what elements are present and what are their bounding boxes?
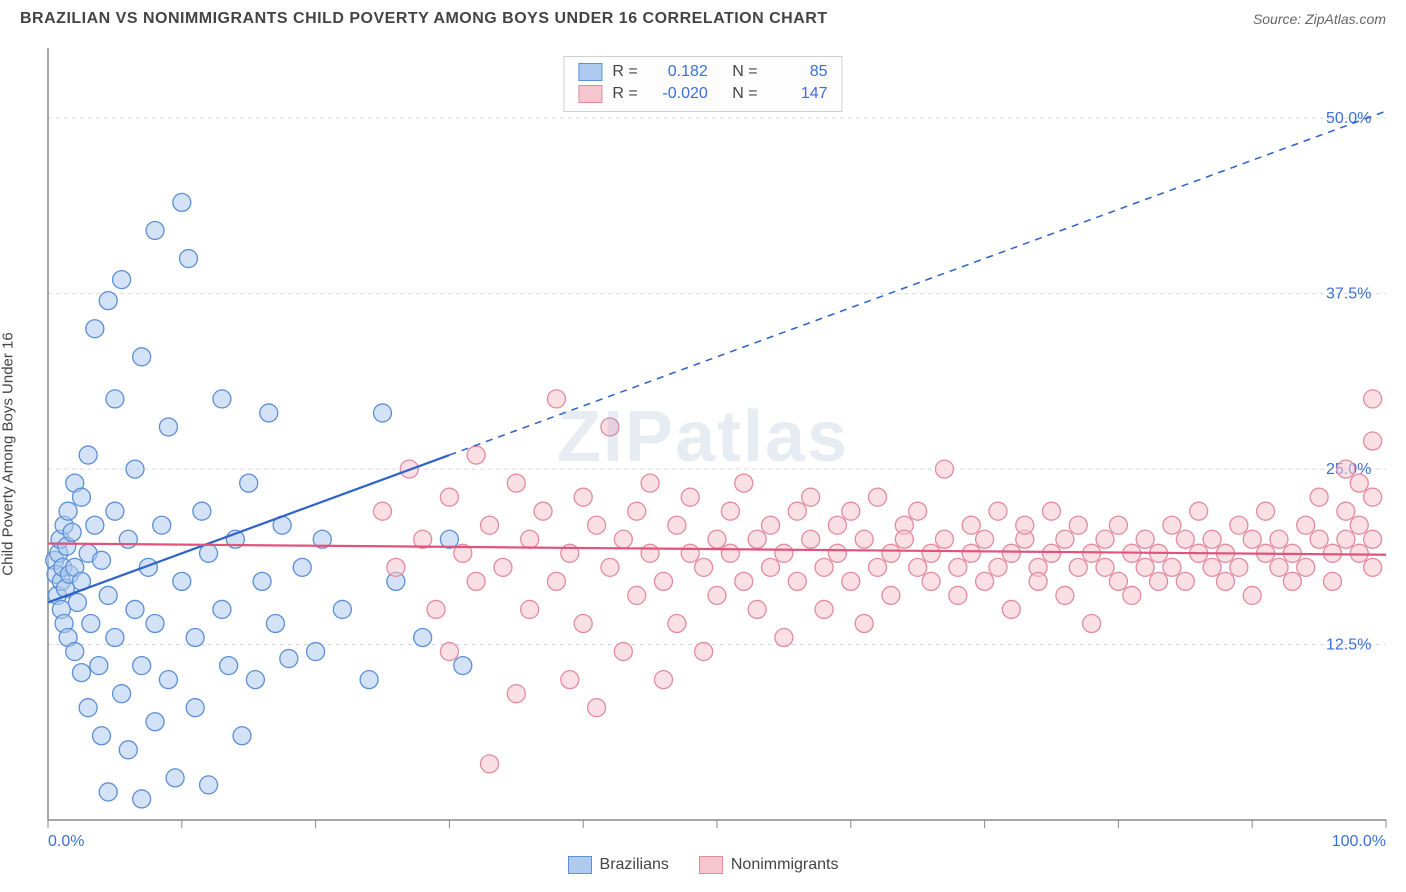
stats-legend-row-1: R = -0.020 N = 147: [578, 83, 827, 105]
svg-text:12.5%: 12.5%: [1326, 637, 1371, 654]
svg-text:100.0%: 100.0%: [1332, 833, 1386, 850]
stats-legend-row-0: R = 0.182 N = 85: [578, 61, 827, 83]
chart-title: BRAZILIAN VS NONIMMIGRANTS CHILD POVERTY…: [20, 10, 828, 28]
svg-text:0.0%: 0.0%: [48, 833, 84, 850]
svg-text:37.5%: 37.5%: [1326, 286, 1371, 303]
series-label-1: Nonimmigrants: [731, 856, 839, 873]
r-label: R =: [612, 83, 637, 105]
r-label: R =: [612, 61, 637, 83]
r-value-0: 0.182: [648, 61, 708, 83]
series-label-0: Brazilians: [600, 856, 669, 873]
chart-header: BRAZILIAN VS NONIMMIGRANTS CHILD POVERTY…: [0, 0, 1406, 28]
series-swatch-1: [699, 856, 723, 874]
series-swatch-0: [568, 856, 592, 874]
n-value-0: 85: [768, 61, 828, 83]
n-label: N =: [732, 83, 757, 105]
series-legend: Brazilians Nonimmigrants: [0, 856, 1406, 874]
stats-legend: R = 0.182 N = 85 R = -0.020 N = 147: [563, 56, 842, 112]
y-axis-label: Child Poverty Among Boys Under 16: [0, 332, 17, 575]
series-legend-item-0: Brazilians: [568, 856, 669, 874]
series-legend-item-1: Nonimmigrants: [699, 856, 839, 874]
chart-source: Source: ZipAtlas.com: [1253, 11, 1386, 27]
legend-swatch-0: [578, 63, 602, 81]
n-label: N =: [732, 61, 757, 83]
r-value-1: -0.020: [648, 83, 708, 105]
plot-area: Child Poverty Among Boys Under 16 ZIPatl…: [0, 28, 1406, 880]
chart-svg: 12.5%25.0%37.5%50.0%0.0%100.0%: [0, 28, 1406, 866]
n-value-1: 147: [768, 83, 828, 105]
source-name: ZipAtlas.com: [1305, 11, 1386, 27]
source-label: Source:: [1253, 11, 1305, 27]
legend-swatch-1: [578, 85, 602, 103]
